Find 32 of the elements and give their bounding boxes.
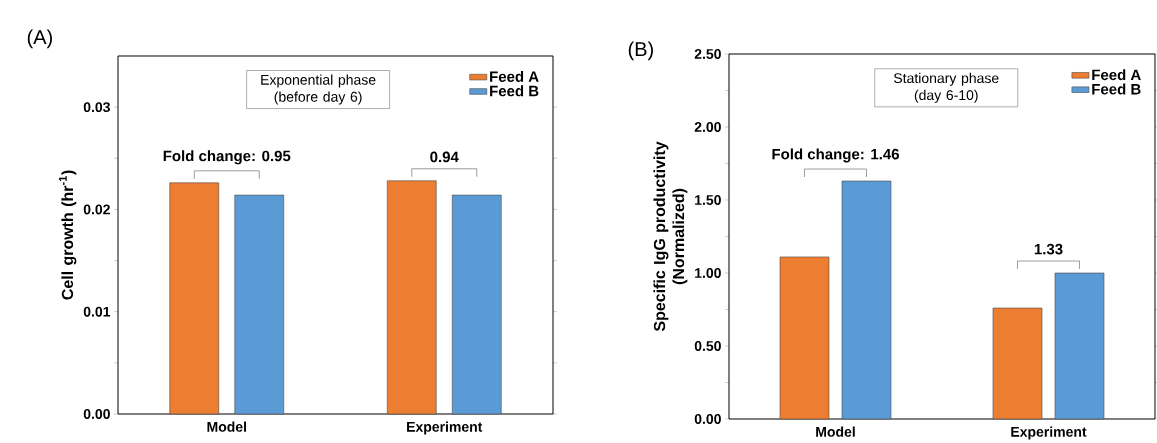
bar: [1054, 272, 1105, 420]
y-tick-label: 0.02: [83, 204, 110, 215]
y-axis-title: Cell growth (hr$^{-1}$): [59, 170, 77, 300]
y-tick-label: 2.50: [694, 49, 721, 59]
y-tick-label: 1.00: [695, 268, 721, 278]
y-tick-label: 1.50: [695, 195, 721, 205]
annotation: 1.33: [1034, 243, 1063, 255]
bar: [841, 180, 892, 420]
y-axis-title: Specific IgG productivity (Normalized): [653, 141, 688, 332]
legend-label: Feed A: [1092, 69, 1141, 81]
y-tick-label: 0.00: [83, 409, 110, 419]
annotation: Fold change: 1.46: [772, 148, 899, 163]
x-tick-label: Model: [816, 426, 855, 437]
annotation: Fold change: 0.95: [163, 150, 291, 165]
legend-label: Feed A: [490, 70, 539, 82]
legend-label: Feed B: [490, 85, 539, 97]
text: Stationary phase (day 6-10): [893, 72, 999, 103]
text: Exponential phase (before day 6): [261, 74, 376, 105]
bar: [992, 307, 1043, 420]
x-tick-label: Experiment: [1011, 426, 1087, 440]
y-tick-label: 0.01: [83, 306, 111, 317]
bar: [779, 256, 830, 420]
annotation: 0.94: [430, 151, 459, 163]
chart-title: (B): [628, 41, 653, 61]
y-tick-label: 0.03: [83, 102, 110, 113]
x-tick-label: Experiment: [407, 421, 483, 435]
y-tick-label: 0.50: [694, 341, 721, 351]
y-tick-label: 2.00: [694, 122, 721, 132]
x-tick-label: Model: [207, 421, 246, 432]
y-tick-label: 0.00: [694, 414, 721, 424]
chart-title: (A): [27, 29, 52, 49]
legend-label: Feed B: [1092, 83, 1141, 95]
